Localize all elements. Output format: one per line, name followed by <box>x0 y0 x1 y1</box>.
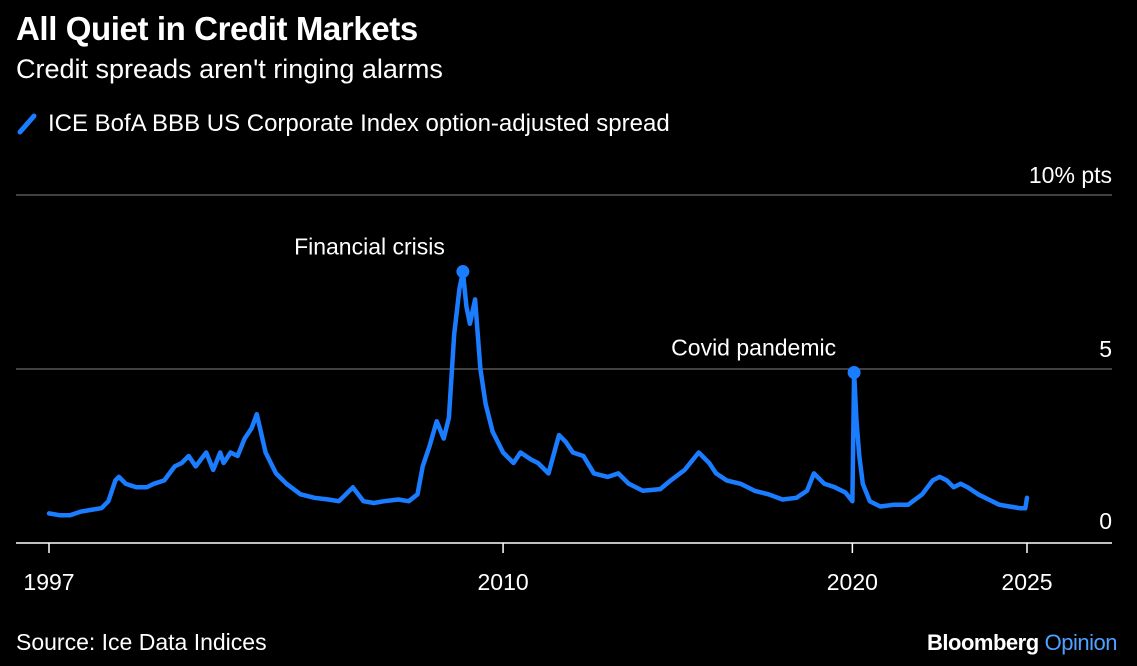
chart-subtitle: Credit spreads aren't ringing alarms <box>16 54 443 84</box>
legend: ICE BofA BBB US Corporate Index option-a… <box>16 110 670 138</box>
peak-marker-0 <box>456 265 470 279</box>
legend-label: ICE BofA BBB US Corporate Index option-a… <box>48 110 670 137</box>
legend-swatch <box>17 113 37 135</box>
annotation-0: Financial crisis <box>294 234 445 260</box>
y-tick-label-0: 0 <box>1099 508 1112 534</box>
y-tick-label-5: 5 <box>1099 336 1112 362</box>
x-tick-label-1997: 1997 <box>23 569 74 595</box>
peak-marker-1 <box>847 365 861 379</box>
brand-name: Bloomberg <box>927 630 1039 655</box>
y-tick-label-10: 10% pts <box>1029 162 1112 188</box>
x-tick-label-2010: 2010 <box>477 569 528 595</box>
annotation-1: Covid pandemic <box>671 334 836 360</box>
series-line-0 <box>46 269 1030 518</box>
brand-suffix: Opinion <box>1044 630 1118 655</box>
x-tick-label-2025: 2025 <box>1001 569 1052 595</box>
brand-logo: Bloomberg Opinion <box>927 630 1117 656</box>
chart-title: All Quiet in Credit Markets <box>16 10 418 47</box>
x-tick-label-2020: 2020 <box>827 569 878 595</box>
source-note: Source: Ice Data Indices <box>16 629 267 655</box>
